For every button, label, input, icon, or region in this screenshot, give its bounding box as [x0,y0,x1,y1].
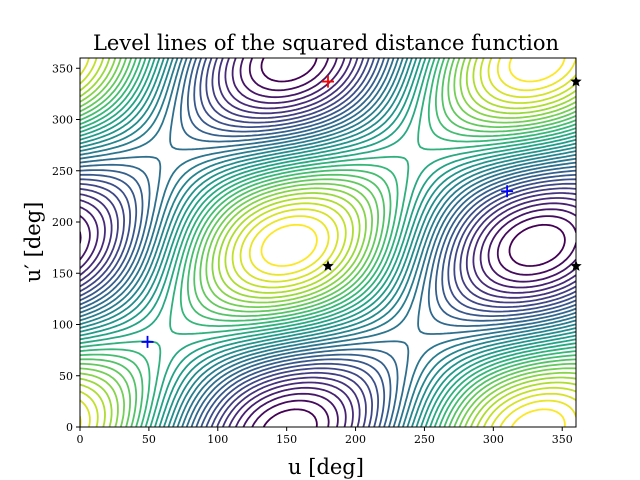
contour-level-line [80,58,576,427]
chart-title: Level lines of the squared distance func… [93,31,559,55]
x-tick-label: 0 [77,433,84,446]
contour-level-line [80,58,576,427]
y-axis: 0 50 100 150 200 250 300 350 [52,62,80,434]
contour-level-line [80,58,576,427]
contour-level-line [80,58,576,427]
star-marker [570,260,582,271]
contour-level-line [260,58,566,427]
contour-level-line [80,58,576,427]
contour-level-line [80,58,576,427]
contour-level-line [80,58,576,427]
contour-level-line [80,58,576,427]
y-axis-label: u′ [deg] [21,202,45,283]
critical-points [141,75,582,348]
contour-lines [80,58,576,427]
contour-level-line [80,58,576,427]
x-tick-label: 300 [483,433,504,446]
contour-level-line [260,58,566,427]
contour-level-line [80,58,576,427]
x-tick-label: 200 [345,433,366,446]
y-tick-label: 250 [52,165,73,178]
contour-level-line [80,58,576,427]
plus-marker [322,75,334,88]
y-tick-label: 150 [52,267,73,280]
y-tick-label: 100 [52,319,73,332]
x-tick-label: 100 [207,433,228,446]
plot-frame [79,57,577,428]
x-axis: 0 50 100 150 200 250 300 350 [77,427,573,446]
y-tick-label: 350 [52,62,73,75]
x-tick-label: 250 [414,433,435,446]
star-marker [322,260,334,271]
contour-level-line [80,58,576,427]
contour-level-line [80,58,576,427]
contour-level-line [80,58,576,427]
contour-level-line [80,58,576,427]
x-tick-label: 150 [276,433,297,446]
contour-level-line [80,58,576,427]
contour-level-line [80,58,576,427]
y-tick-label: 50 [59,370,73,383]
star-marker [570,75,582,87]
x-tick-label: 350 [552,433,573,446]
contour-level-line [80,58,576,427]
contour-level-line [80,58,576,427]
contour-level-line [80,58,576,427]
y-tick-label: 0 [66,421,73,434]
contour-level-line [80,58,576,427]
contour-level-line [80,58,576,427]
plus-marker [141,335,154,348]
plus-marker [501,185,514,198]
x-axis-label: u [deg] [288,455,364,479]
contour-level-line [80,58,576,427]
contour-level-line [80,58,576,427]
contour-level-line [80,58,576,427]
contour-level-line [80,58,576,427]
y-tick-label: 300 [52,114,73,127]
y-tick-label: 200 [52,216,73,229]
x-tick-label: 50 [142,433,156,446]
contour-level-line [80,58,576,427]
